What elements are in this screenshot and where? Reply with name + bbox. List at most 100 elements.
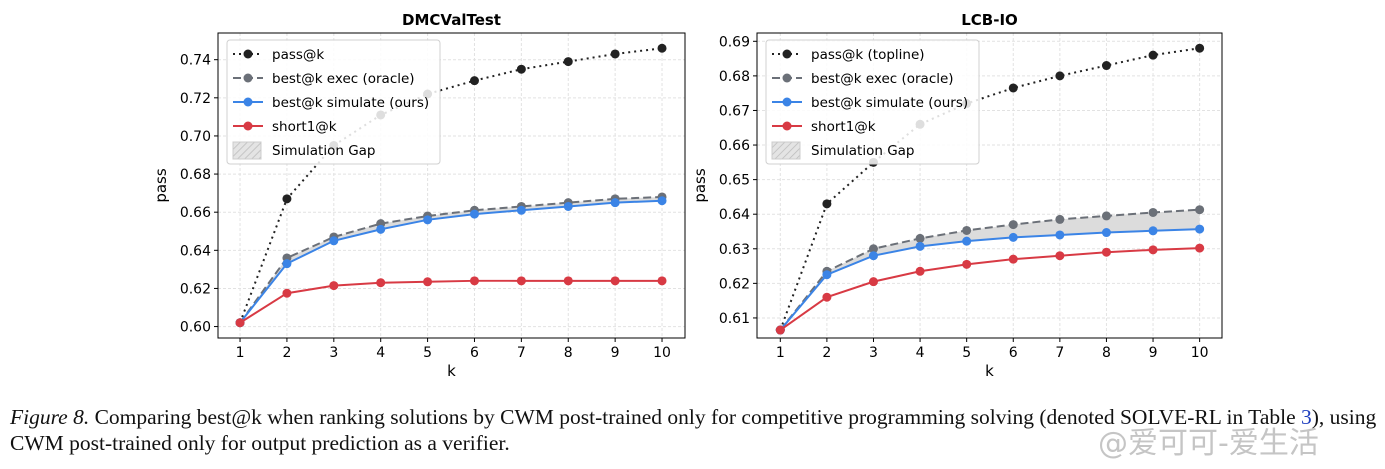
data-point <box>282 259 292 269</box>
x-tick-label: 9 <box>1149 345 1158 361</box>
x-tick-label: 10 <box>653 345 671 361</box>
data-point <box>610 276 620 286</box>
data-point <box>282 194 292 204</box>
data-point <box>1101 228 1111 238</box>
chart-title: LCB-IO <box>961 11 1018 29</box>
data-point <box>962 259 972 269</box>
chart-title: DMCValTest <box>402 11 501 29</box>
data-point <box>563 57 573 67</box>
x-axis-label: k <box>447 362 456 380</box>
series-line-2 <box>779 228 1200 331</box>
data-point <box>516 205 526 215</box>
data-point <box>1101 247 1111 257</box>
data-point <box>1055 71 1065 81</box>
axes-frame <box>217 32 686 339</box>
caption-text: Comparing best@k when ranking solutions … <box>89 405 1301 429</box>
x-axis-label: k <box>985 362 994 380</box>
y-tick-label: 0.60 <box>180 320 211 336</box>
x-tick-label: 2 <box>822 345 831 361</box>
x-tick-label: 8 <box>1102 345 1111 361</box>
data-point <box>282 288 292 298</box>
data-point <box>915 241 925 251</box>
data-point <box>1195 43 1205 53</box>
legend-label: best@k exec (oracle) <box>272 71 415 87</box>
legend-gap-swatch <box>771 141 801 160</box>
y-tick-label: 0.67 <box>719 103 750 119</box>
data-point <box>376 278 386 288</box>
y-tick-label: 0.62 <box>180 281 211 297</box>
y-tick-label: 0.63 <box>719 242 750 258</box>
data-point <box>563 276 573 286</box>
y-tick-label: 0.68 <box>180 167 211 183</box>
x-tick-label: 3 <box>329 345 338 361</box>
x-tick-label: 3 <box>869 345 878 361</box>
legend-label-gap: Simulation Gap <box>811 143 915 159</box>
x-tick-label: 6 <box>1009 345 1018 361</box>
data-point <box>1148 207 1158 217</box>
data-point <box>1008 220 1018 230</box>
data-point <box>822 199 832 209</box>
data-point <box>610 49 620 59</box>
data-point <box>469 209 479 219</box>
data-point <box>1055 230 1065 240</box>
legend-label: best@k simulate (ours) <box>272 95 429 111</box>
y-tick-label: 0.64 <box>180 243 211 259</box>
y-axis-label: pass <box>691 168 709 203</box>
x-tick-label: 4 <box>376 345 385 361</box>
data-point <box>1148 226 1158 236</box>
y-tick-label: 0.66 <box>180 205 211 221</box>
data-point <box>1195 205 1205 215</box>
data-point <box>1148 245 1158 255</box>
figure-label: Figure 8. <box>10 405 90 429</box>
legend-gap-swatch <box>232 141 262 160</box>
legend-label: pass@k (topline) <box>811 47 925 63</box>
caption-text-end: ), using CWM post-trained only for outpu… <box>10 405 1377 455</box>
series-line-1 <box>779 208 1200 331</box>
x-tick-label: 8 <box>564 345 573 361</box>
y-tick-label: 0.68 <box>719 69 750 85</box>
data-point <box>516 276 526 286</box>
data-point <box>563 201 573 211</box>
legend-label-gap: Simulation Gap <box>272 143 376 159</box>
data-point <box>1055 214 1065 224</box>
y-tick-label: 0.61 <box>719 311 750 327</box>
data-point <box>469 276 479 286</box>
data-point <box>1008 254 1018 264</box>
data-point <box>915 266 925 276</box>
simulation-gap-area <box>780 209 1200 331</box>
data-point <box>423 277 433 287</box>
data-point <box>469 76 479 86</box>
data-point <box>868 251 878 261</box>
x-tick-label: 6 <box>470 345 479 361</box>
y-tick-label: 0.74 <box>180 53 211 69</box>
data-point <box>657 196 667 206</box>
figure-charts: 1 2 3 4 5 6 7 8 9 10 0.60 0.62 0.64 0.66 0.68 0.70 0.72 0… <box>152 11 1223 380</box>
legend-label: short1@k <box>811 119 876 135</box>
y-tick-label: 0.66 <box>719 138 750 154</box>
data-point <box>1101 211 1111 221</box>
chart-1: 1 2 3 4 5 6 7 8 9 10 0.61 0.62 0.63 0.64 0.65 0.66 0.67 0… <box>691 11 1223 380</box>
data-point <box>915 233 925 243</box>
data-point <box>235 318 245 328</box>
legend-marker <box>782 73 792 83</box>
data-point <box>1195 224 1205 234</box>
chart-0: 1 2 3 4 5 6 7 8 9 10 0.60 0.62 0.64 0.66 0.68 0.70 0.72 0… <box>152 11 686 380</box>
y-tick-label: 0.69 <box>719 34 750 50</box>
x-tick-label: 7 <box>1055 345 1064 361</box>
legend-marker <box>243 121 253 131</box>
legend-marker <box>243 73 253 83</box>
x-tick-label: 1 <box>236 345 245 361</box>
axes-frame <box>756 32 1223 339</box>
data-point <box>516 64 526 74</box>
series-line-3 <box>779 247 1200 331</box>
y-tick-label: 0.72 <box>180 91 211 107</box>
legend-marker <box>782 121 792 131</box>
x-tick-label: 5 <box>962 345 971 361</box>
table-reference-link[interactable]: 3 <box>1301 405 1312 429</box>
y-tick-label: 0.62 <box>719 276 750 292</box>
data-point <box>775 325 785 335</box>
x-tick-label: 7 <box>517 345 526 361</box>
legend-label: pass@k <box>272 47 324 63</box>
legend-label: best@k simulate (ours) <box>811 95 968 111</box>
legend-marker <box>243 49 253 59</box>
